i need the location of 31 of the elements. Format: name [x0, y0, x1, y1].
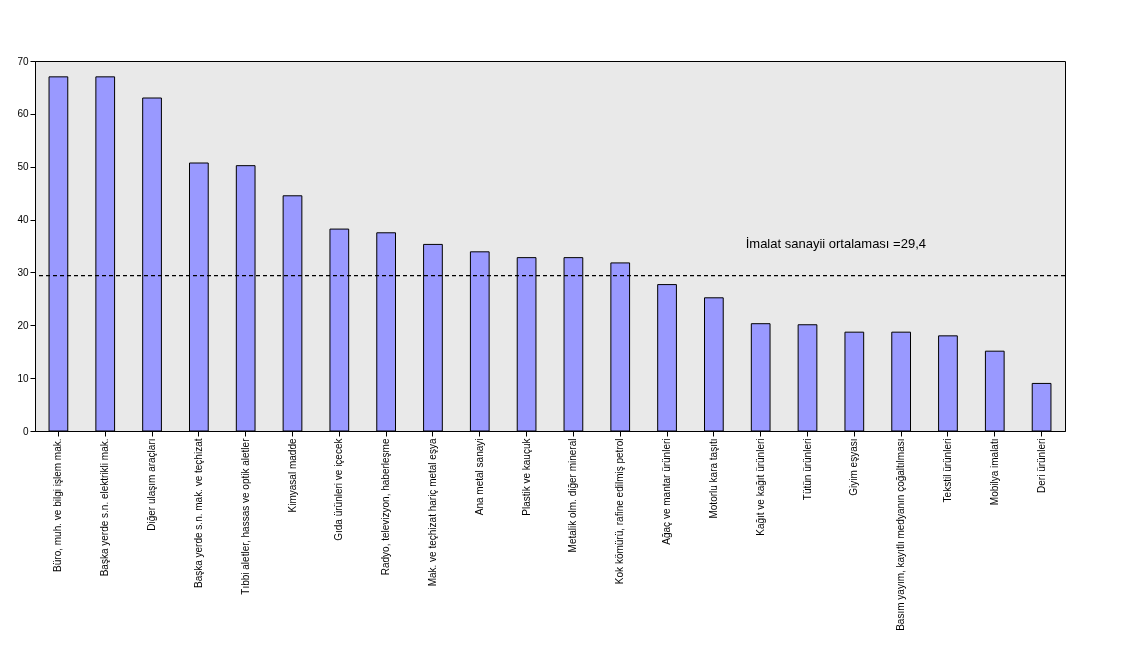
x-tick-label: Ana metal sanayi: [473, 438, 485, 516]
x-tick-label: Başka yerde s.n. mak. ve teçhizat: [192, 438, 204, 589]
y-tick-label: 50: [17, 161, 29, 173]
x-tick-label: Giyim eşyası: [848, 438, 860, 496]
x-tick-label: Plastik ve kauçuk: [520, 437, 532, 516]
x-tick-label: Başka yerde s.n. elektrikli mak.: [99, 438, 111, 577]
x-tick-label: Tekstil ürünleri: [941, 438, 953, 503]
x-tick-label: Kimyasal madde: [286, 438, 298, 513]
y-tick-label: 70: [17, 55, 29, 67]
x-tick-label: Gıda ürünleri ve içecek: [333, 437, 345, 541]
x-tick-label: Radyo, televizyon, haberleşme: [380, 438, 392, 576]
x-tick-label: Mobilya imalatı: [988, 438, 1000, 506]
x-tick-label: Metalik olm. diğer mineral: [567, 438, 579, 553]
y-tick-label: 20: [17, 319, 29, 331]
y-tick-label: 0: [22, 425, 29, 437]
x-tick-label: Motorlu kara taşıtı: [707, 438, 719, 519]
x-tick-label: Ağaç ve mantar ürünleri: [661, 438, 673, 545]
x-tick-label: Tütün ürünleri: [801, 438, 813, 501]
x-tick-label: Tıbbi aletler, hassas ve optik aletler: [239, 437, 251, 595]
ref-line-label: İmalat sanayii ortalaması =29,4: [745, 235, 926, 251]
x-tick-label: Diğer ulaşım araçları: [146, 438, 158, 531]
x-tick-label: Deri ürünleri: [1035, 438, 1047, 493]
y-tick-label: 40: [17, 214, 29, 226]
x-tick-label: Kok kömürü, rafine edilmiş petrol: [614, 438, 626, 585]
x-tick-label: Mak. ve teçhizat hariç metal eşya: [426, 438, 438, 587]
x-tick-label: Büro, muh. ve bilgi işlem mak.: [52, 438, 64, 572]
x-tick-label: Basım yayım, kayıtlı medyanın çoğaltılması: [895, 438, 907, 631]
y-tick-label: 30: [17, 266, 29, 278]
y-tick-label: 60: [17, 108, 29, 120]
x-tick-label: Kağıt ve kağıt ürünleri: [754, 438, 766, 536]
y-tick-label: 10: [17, 372, 29, 384]
